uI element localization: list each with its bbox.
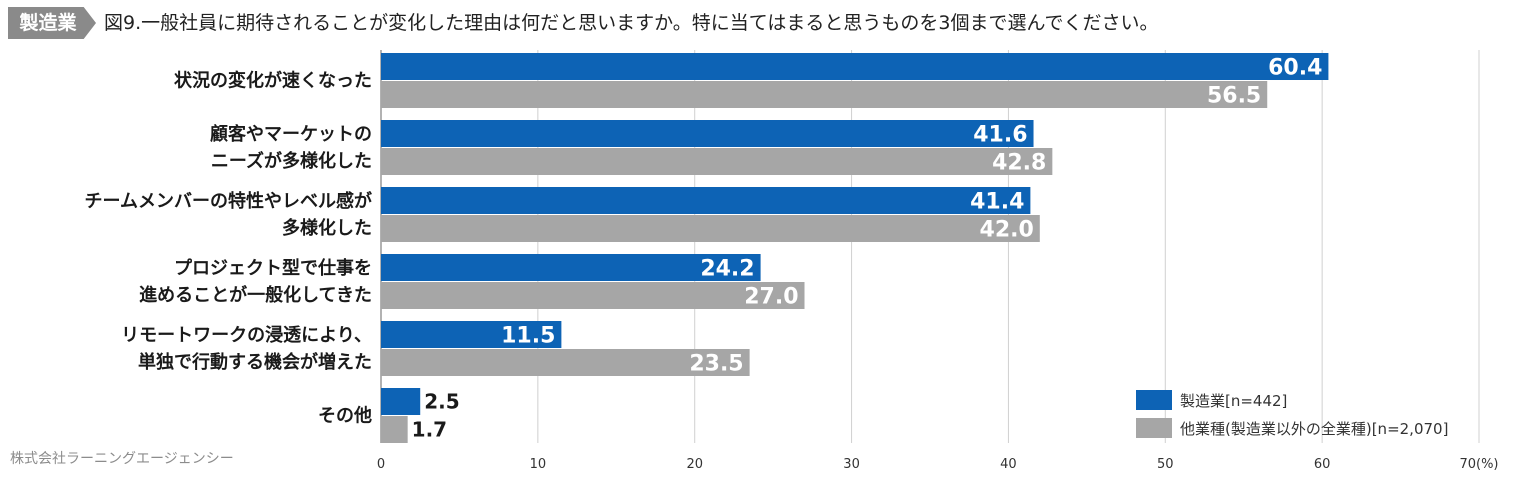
bar-other-industries	[381, 81, 1268, 108]
bar-value-label: 41.4	[970, 190, 1024, 215]
x-tick-label: 40	[1000, 457, 1017, 472]
bar-value-label: 11.5	[501, 324, 555, 349]
bar-other-industries	[381, 148, 1053, 175]
category-label: 多様化した	[282, 217, 372, 239]
bar-manufacturing	[381, 254, 761, 281]
x-tick-label: 70(%)	[1459, 457, 1498, 472]
bar-value-label: 56.5	[1207, 84, 1261, 109]
x-tick-label: 10	[530, 457, 547, 472]
bar-manufacturing	[381, 321, 562, 348]
bar-value-label: 2.5	[424, 390, 459, 414]
bar-value-label: 41.6	[973, 123, 1027, 148]
bar-value-label: 23.5	[689, 352, 743, 377]
legend-swatch-manufacturing	[1136, 390, 1172, 410]
category-label: その他	[318, 405, 372, 427]
category-label: チームメンバーの特性やレベル感が	[85, 190, 372, 212]
credit-text: 株式会社ラーニングエージェンシー	[10, 451, 234, 467]
bar-value-label: 24.2	[700, 257, 754, 282]
x-tick-label: 30	[843, 457, 860, 472]
category-label: 状況の変化が速くなった	[174, 70, 372, 92]
x-tick-label: 60	[1314, 457, 1331, 472]
category-label: プロジェクト型で仕事を	[174, 257, 372, 279]
bar-other-industries	[381, 215, 1040, 242]
bar-manufacturing	[381, 120, 1034, 147]
legend-label: 他業種(製造業以外の全業種)[n=2,070]	[1180, 420, 1448, 438]
legend-swatch-other	[1136, 418, 1172, 438]
x-tick-label: 20	[686, 457, 703, 472]
bar-value-label: 42.0	[980, 218, 1034, 243]
bar-value-label: 60.4	[1268, 56, 1322, 81]
category-label: リモートワークの浸透により、	[121, 324, 372, 346]
category-label: 顧客やマーケットの	[210, 123, 372, 145]
bar-manufacturing	[381, 388, 421, 415]
industry-tag: 製造業	[8, 7, 96, 39]
bar-other-industries	[381, 282, 805, 309]
legend-label: 製造業[n=442]	[1180, 392, 1287, 410]
bar-other-industries	[381, 349, 750, 376]
chart-title: 図9.一般社員に期待されることが変化した理由は何だと思いますか。特に当てはまると…	[104, 12, 1159, 34]
bar-value-label: 27.0	[744, 285, 798, 310]
x-tick-label: 50	[1157, 457, 1174, 472]
bar-value-label: 42.8	[992, 151, 1046, 176]
bar-value-label: 1.7	[412, 418, 447, 442]
bar-other-industries	[381, 416, 408, 443]
bar-manufacturing	[381, 187, 1031, 214]
category-label: ニーズが多様化した	[211, 150, 372, 172]
category-label: 単独で行動する機会が増えた	[138, 351, 372, 373]
category-label: 進めることが一般化してきた	[139, 284, 372, 306]
x-tick-label: 0	[377, 457, 385, 472]
bar-manufacturing	[381, 53, 1329, 80]
